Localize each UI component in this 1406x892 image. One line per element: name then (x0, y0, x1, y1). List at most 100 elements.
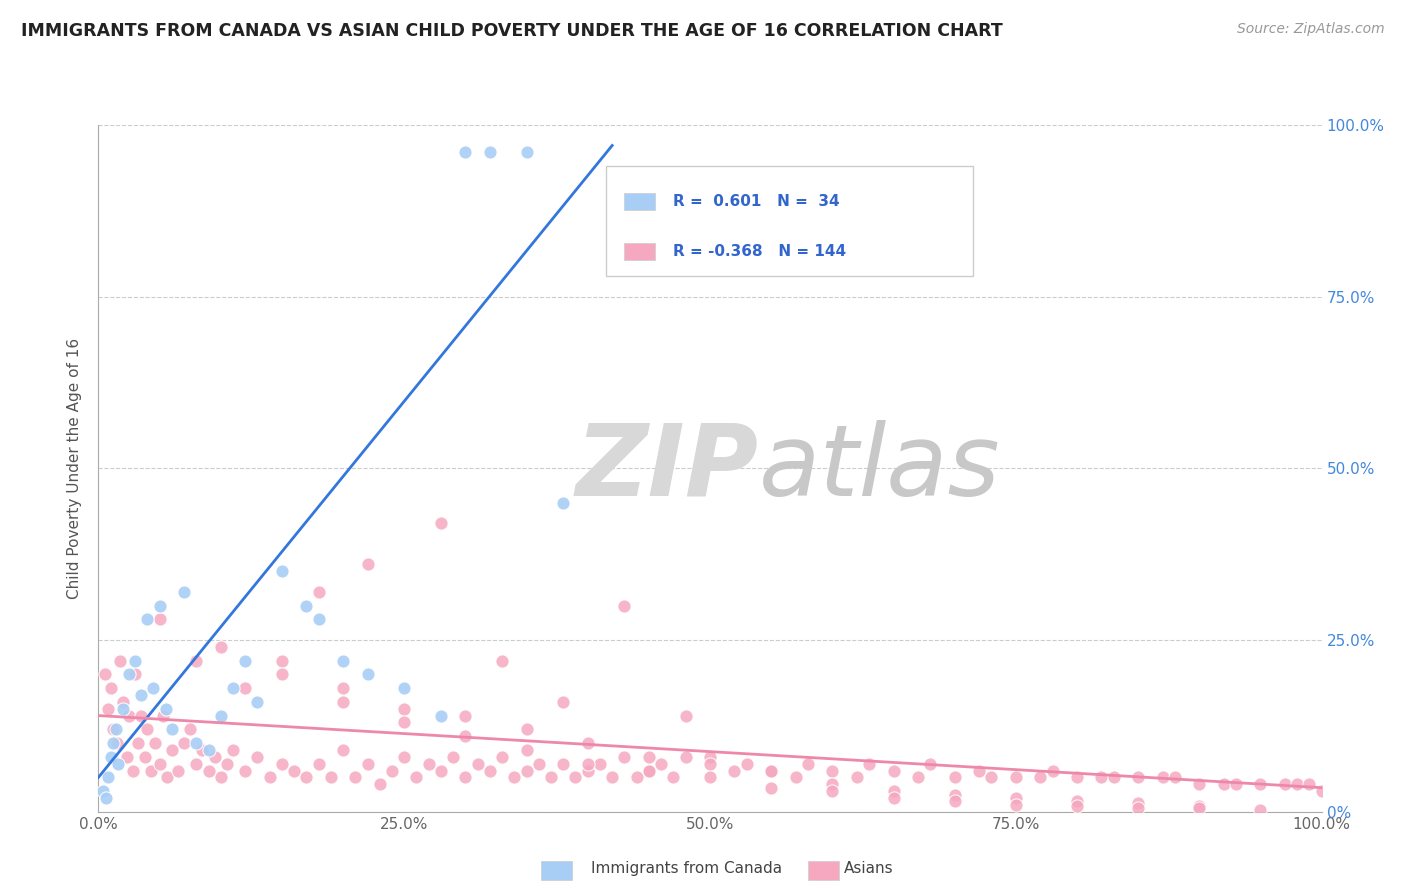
Point (907, 770, 929, 785)
Point (699, 770, 721, 785)
Point (91, 784, 114, 798)
Point (576, 736, 599, 750)
FancyBboxPatch shape (624, 193, 655, 210)
Point (1128, 797, 1150, 811)
Point (699, 749, 721, 764)
Point (589, 756, 612, 771)
Point (1128, 770, 1150, 785)
Point (600, 770, 623, 785)
Point (332, 681, 354, 695)
Point (233, 654, 256, 668)
Point (356, 756, 378, 771)
Point (638, 764, 661, 778)
Point (209, 708, 232, 723)
Point (858, 756, 880, 771)
Point (943, 794, 966, 808)
Point (270, 565, 294, 579)
Point (797, 756, 820, 771)
Point (1298, 777, 1320, 791)
Point (405, 770, 427, 785)
Point (115, 749, 138, 764)
Point (101, 736, 124, 750)
Point (454, 729, 477, 743)
Point (155, 701, 177, 715)
Point (943, 770, 966, 785)
Point (204, 749, 226, 764)
Point (392, 749, 416, 764)
Point (156, 770, 179, 785)
Point (1188, 799, 1211, 814)
Point (980, 770, 1002, 785)
Point (1102, 770, 1125, 785)
Point (638, 764, 661, 778)
Point (613, 599, 636, 613)
Point (186, 654, 208, 668)
Point (308, 612, 330, 626)
Point (283, 764, 305, 778)
Point (392, 701, 416, 715)
Point (491, 654, 513, 668)
Point (295, 770, 318, 785)
Point (101, 723, 124, 737)
Point (675, 749, 697, 764)
Point (1310, 784, 1333, 798)
Point (118, 667, 141, 681)
Point (160, 743, 183, 757)
Point (295, 599, 318, 613)
Point (100, 749, 122, 764)
Point (392, 681, 416, 695)
Point (553, 756, 575, 771)
Point (160, 723, 183, 737)
Point (270, 667, 294, 681)
Point (97, 701, 120, 715)
Point (356, 558, 378, 572)
Y-axis label: Child Poverty Under the Age of 16: Child Poverty Under the Age of 16 (67, 338, 83, 599)
Point (1090, 770, 1112, 785)
Point (527, 756, 550, 771)
Point (1250, 803, 1272, 817)
Point (503, 770, 526, 785)
Point (186, 756, 208, 771)
Point (821, 777, 844, 791)
Point (129, 708, 152, 723)
Point (1212, 777, 1234, 791)
Point (430, 764, 453, 778)
Point (1042, 764, 1064, 778)
Point (186, 736, 208, 750)
Point (467, 756, 489, 771)
Point (118, 708, 141, 723)
Point (111, 695, 134, 709)
Point (1004, 791, 1026, 805)
Point (344, 770, 367, 785)
Point (662, 770, 685, 785)
Point (356, 667, 378, 681)
FancyBboxPatch shape (624, 244, 655, 260)
Point (152, 708, 174, 723)
Point (821, 784, 844, 798)
Point (308, 585, 330, 599)
Point (516, 743, 538, 757)
Point (124, 667, 146, 681)
Point (332, 695, 354, 709)
Point (319, 770, 342, 785)
Point (1274, 777, 1296, 791)
Point (246, 695, 269, 709)
Point (259, 770, 281, 785)
Point (576, 756, 599, 771)
Point (735, 756, 758, 771)
Point (143, 736, 166, 750)
Point (129, 688, 152, 702)
Point (1004, 770, 1026, 785)
Point (134, 749, 156, 764)
Point (1128, 800, 1150, 814)
Point (883, 791, 905, 805)
Point (392, 715, 416, 730)
Point (441, 749, 464, 764)
Point (723, 764, 745, 778)
Point (179, 723, 201, 737)
Point (215, 756, 238, 771)
Point (107, 756, 129, 771)
Point (516, 145, 538, 160)
Point (821, 764, 844, 778)
Point (1066, 794, 1088, 808)
